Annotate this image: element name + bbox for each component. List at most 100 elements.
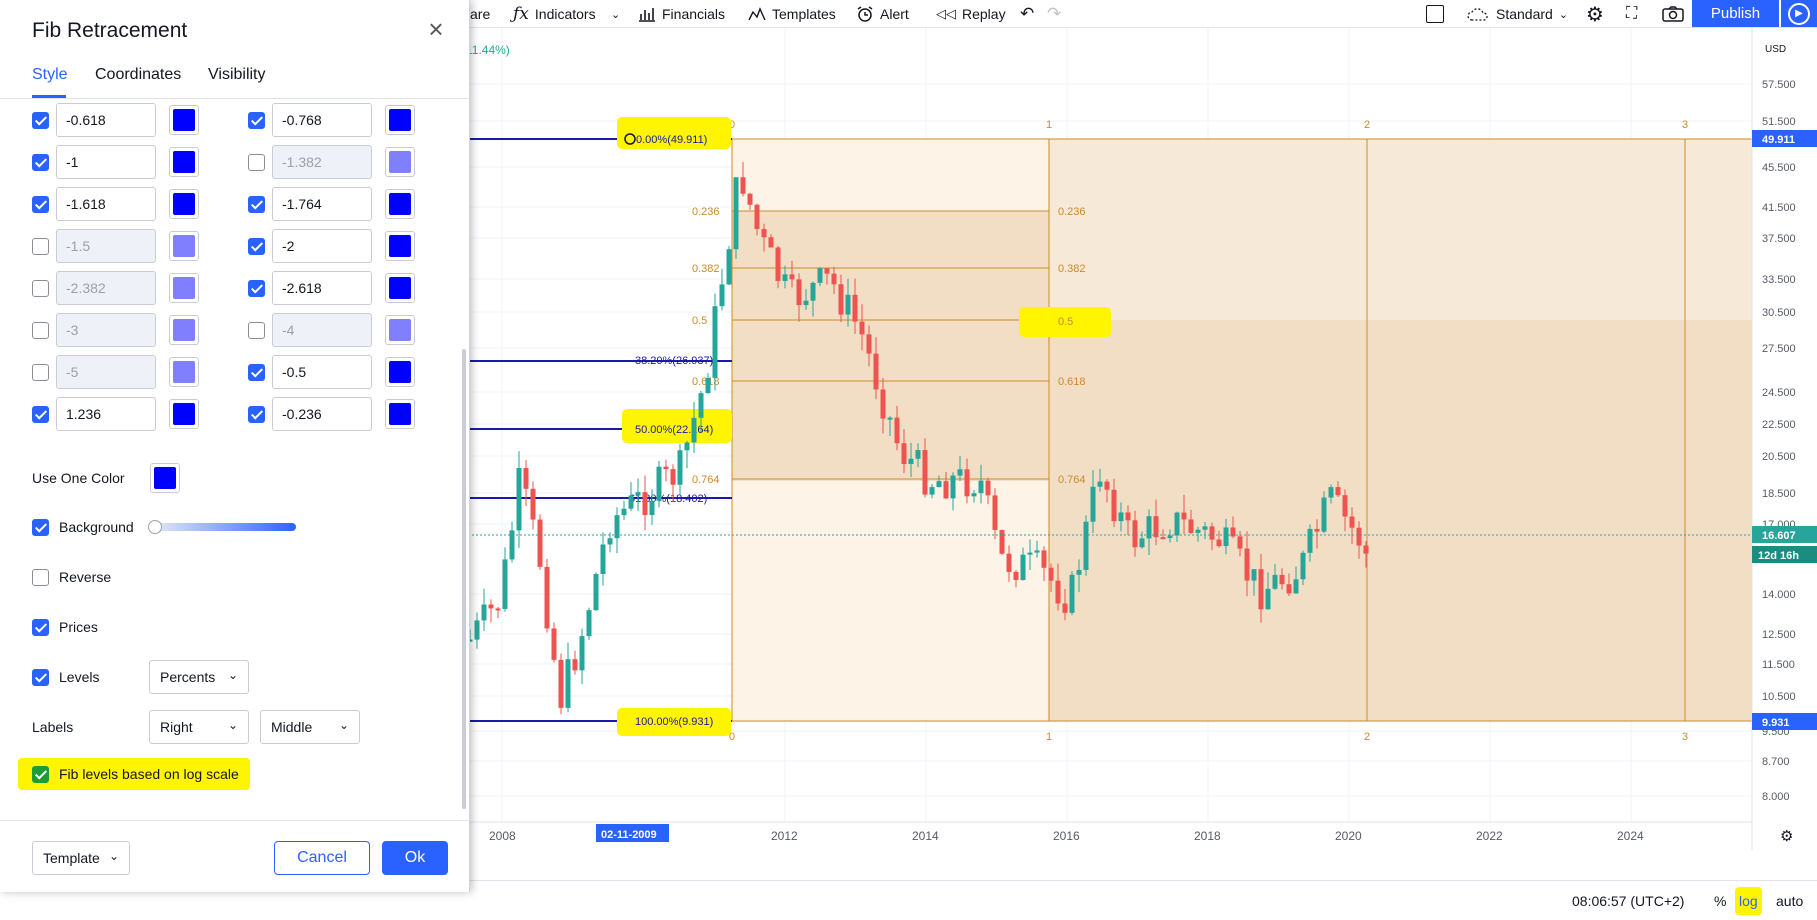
labels-vertical-select[interactable]: Middle ⌄	[260, 710, 360, 744]
financials-button[interactable]: Financials	[638, 0, 725, 28]
level-color-swatch[interactable]	[385, 147, 415, 177]
auto-scale-toggle[interactable]: auto	[1776, 893, 1804, 909]
level-value-input[interactable]: -0.618	[56, 103, 156, 137]
price-tick-label: 10.500	[1762, 691, 1796, 703]
level-color-swatch[interactable]	[385, 315, 415, 345]
level-checkbox[interactable]	[32, 322, 49, 339]
level-checkbox[interactable]	[32, 280, 49, 297]
price-chart[interactable]: 0 0 1 1 2 2 3 3 0.236 0.236 0.382 0.382 0.5 0.5 0.618 0…	[0, 28, 1817, 892]
level-value-input[interactable]: -2.382	[56, 271, 156, 305]
level-color-swatch[interactable]	[385, 273, 415, 303]
reverse-checkbox[interactable]	[32, 568, 49, 586]
level-checkbox[interactable]	[32, 364, 49, 381]
template-select[interactable]: Template ⌄	[32, 841, 130, 875]
level-checkbox[interactable]	[32, 112, 49, 129]
levels-format-select[interactable]: Percents ⌄	[149, 660, 249, 694]
log-scale-toggle[interactable]: log	[1735, 887, 1762, 915]
candle-body	[1342, 495, 1348, 517]
level-checkbox[interactable]	[32, 238, 49, 255]
close-icon[interactable]: ×	[428, 14, 444, 44]
level-color-swatch[interactable]	[385, 105, 415, 135]
level-value-input[interactable]: -4	[272, 313, 372, 347]
levels-checkbox[interactable]	[32, 668, 49, 686]
indicators-button[interactable]: ƒx Indicators	[513, 0, 596, 28]
alert-button[interactable]: Alert	[856, 0, 909, 28]
candle-body	[726, 249, 732, 285]
publish-button[interactable]: Publish	[1692, 0, 1779, 27]
level-color-swatch[interactable]	[169, 357, 199, 387]
labels-vertical-value: Middle	[271, 719, 313, 735]
level-checkbox[interactable]	[248, 238, 265, 255]
fullscreen-button[interactable]: ⛶	[1626, 0, 1637, 28]
level-color-swatch[interactable]	[169, 315, 199, 345]
level-checkbox[interactable]	[248, 322, 265, 339]
level-value-input[interactable]: -3	[56, 313, 156, 347]
level-value-input[interactable]: -1	[56, 145, 156, 179]
prices-checkbox[interactable]	[32, 618, 49, 636]
level-color-swatch[interactable]	[385, 399, 415, 429]
level-value-input[interactable]: -1.382	[272, 145, 372, 179]
snapshot-button[interactable]	[1662, 0, 1684, 28]
level-value-input[interactable]: -1.764	[272, 187, 372, 221]
redo-button[interactable]: ↷	[1047, 0, 1061, 28]
level-value-input[interactable]: -1.618	[56, 187, 156, 221]
candle-body	[901, 443, 907, 465]
level-checkbox[interactable]	[32, 196, 49, 213]
opacity-slider[interactable]	[148, 520, 296, 534]
indicators-label: Indicators	[534, 6, 596, 22]
ok-button[interactable]: Ok	[382, 841, 448, 875]
level-checkbox[interactable]	[248, 154, 265, 171]
candle-body	[880, 389, 886, 419]
undo-button[interactable]: ↶	[1020, 0, 1034, 28]
level-value-input[interactable]: -2	[272, 229, 372, 263]
level-checkbox[interactable]	[248, 112, 265, 129]
level-color-swatch[interactable]	[169, 189, 199, 219]
select-box-button[interactable]	[1426, 0, 1444, 28]
level-value-input[interactable]: -5	[56, 355, 156, 389]
background-checkbox[interactable]	[32, 518, 49, 536]
indicators-dropdown[interactable]: ⌄	[611, 0, 620, 28]
labels-horizontal-select[interactable]: Right ⌄	[149, 710, 249, 744]
level-checkbox[interactable]	[32, 154, 49, 171]
tab-visibility[interactable]: Visibility	[208, 66, 266, 83]
replay-button[interactable]: ◁◁ Replay	[936, 0, 1006, 28]
level-checkbox[interactable]	[32, 406, 49, 423]
level-color-swatch[interactable]	[169, 399, 199, 429]
chart-bottom-bar: 08:06:57 (UTC+2) % log auto	[468, 880, 1817, 920]
tab-coordinates[interactable]: Coordinates	[95, 66, 182, 83]
level-value-input[interactable]: -1.5	[56, 229, 156, 263]
chart-style-selector[interactable]: Standard ⌄	[1466, 0, 1568, 28]
compare-button[interactable]: are	[470, 0, 490, 28]
level-color-swatch[interactable]	[169, 147, 199, 177]
opacity-slider-handle[interactable]	[148, 520, 162, 534]
level-color-swatch[interactable]	[169, 231, 199, 261]
level-color-swatch[interactable]	[385, 231, 415, 261]
templates-button[interactable]: Templates	[748, 0, 836, 28]
level-checkbox[interactable]	[248, 406, 265, 423]
level-value-input[interactable]: -2.618	[272, 271, 372, 305]
level-color-swatch[interactable]	[385, 357, 415, 387]
level-value-input[interactable]: -0.5	[272, 355, 372, 389]
tab-style[interactable]: Style	[32, 66, 68, 83]
level-color-swatch[interactable]	[385, 189, 415, 219]
settings-button[interactable]: ⚙	[1586, 0, 1604, 28]
dialog-scrollbar[interactable]	[462, 349, 466, 809]
level-checkbox[interactable]	[248, 364, 265, 381]
publish-label: Publish	[1710, 5, 1761, 22]
one-color-swatch[interactable]	[150, 463, 180, 493]
level-checkbox[interactable]	[248, 196, 265, 213]
cancel-button[interactable]: Cancel	[274, 841, 370, 875]
percent-scale-toggle[interactable]: %	[1714, 893, 1727, 909]
level-color-swatch[interactable]	[169, 105, 199, 135]
log-scale-checkbox[interactable]	[32, 765, 49, 783]
level-checkbox[interactable]	[248, 280, 265, 297]
play-button[interactable]: ▶	[1781, 0, 1817, 27]
candle-body	[1125, 512, 1131, 521]
level-value-input[interactable]: -0.236	[272, 397, 372, 431]
fib-anchor-handle[interactable]	[624, 133, 636, 145]
level-color-swatch[interactable]	[169, 273, 199, 303]
level-value-input[interactable]: 1.236	[56, 397, 156, 431]
candle-body	[985, 480, 991, 496]
level-value-input[interactable]: -0.768	[272, 103, 372, 137]
log-scale-highlight	[18, 758, 250, 790]
